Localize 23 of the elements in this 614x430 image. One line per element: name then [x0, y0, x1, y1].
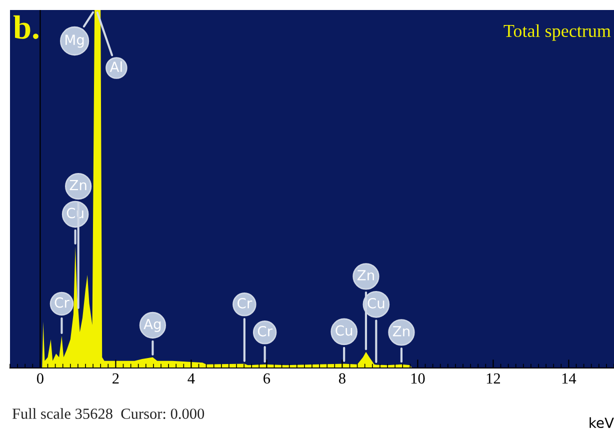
annotation: Cr: [54, 297, 70, 308]
x-axis-title: keV: [590, 417, 614, 428]
x-tick-label: 10: [411, 373, 425, 384]
x-tick-label: 2: [112, 373, 119, 384]
annotation: Zn: [392, 326, 410, 336]
x-tick-label: 8: [338, 373, 346, 384]
annotation: Cr: [258, 326, 273, 336]
x-tick-label: 0: [36, 373, 44, 384]
annotation: Mg: [66, 34, 84, 48]
text: Full scale 35628 Cursor: 0.000: [12, 408, 204, 419]
annotation: b.: [13, 15, 38, 39]
x-tick-label: 6: [264, 373, 270, 384]
annotation: Al: [110, 61, 122, 72]
x-tick-label: 12: [486, 373, 500, 384]
annotation: Cu: [368, 298, 384, 308]
annotation: Ag: [144, 318, 161, 332]
annotation: Zn: [70, 180, 86, 190]
annotation: Cr: [238, 298, 252, 308]
annotation: Cu: [336, 325, 352, 336]
annotation: Total spectrum: [504, 24, 611, 41]
x-tick-label: 4: [188, 373, 195, 384]
annotation: Zn: [357, 270, 374, 280]
x-tick-label: 14: [562, 373, 576, 384]
